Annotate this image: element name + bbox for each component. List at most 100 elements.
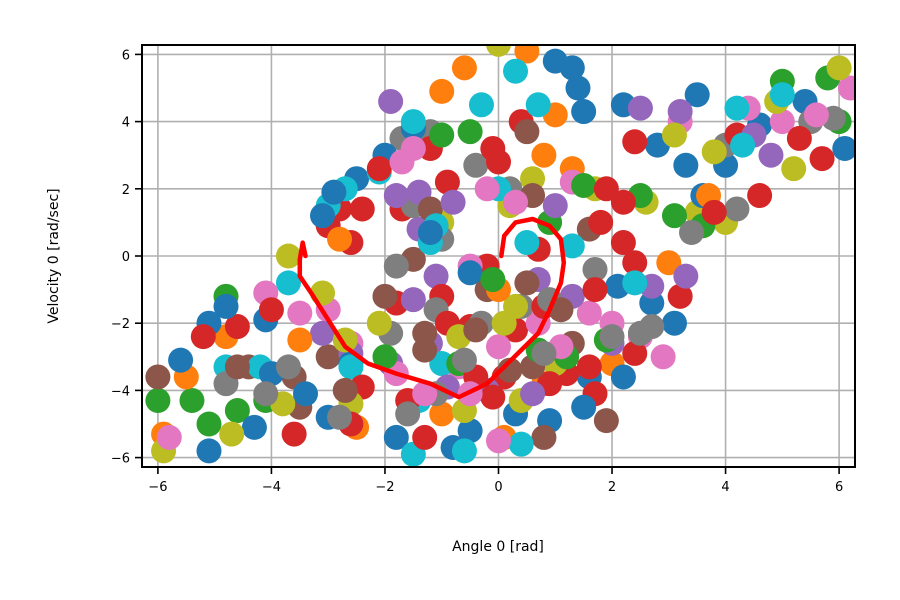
scatter-point — [474, 176, 500, 202]
scatter-point — [457, 119, 483, 145]
scatter-point — [412, 424, 438, 450]
scatter-point — [366, 156, 392, 182]
scatter-point — [429, 122, 455, 148]
scatter-point — [457, 260, 483, 286]
scatter-point — [378, 88, 404, 114]
scatter-point — [582, 277, 608, 303]
scatter-point — [514, 270, 540, 296]
scatter-point — [627, 95, 653, 121]
scatter-point — [531, 424, 557, 450]
scatter-point — [275, 270, 301, 296]
scatter-point — [321, 179, 347, 205]
scatter-point — [451, 347, 477, 373]
y-tick-label: −2 — [111, 317, 130, 332]
scatter-point — [366, 310, 392, 336]
scatter-point — [451, 438, 477, 464]
scatter-point — [310, 320, 336, 346]
x-tick-label: −2 — [375, 480, 394, 495]
scatter-point — [582, 256, 608, 282]
scatter-point — [400, 109, 426, 135]
scatter-point — [571, 394, 597, 420]
scatter-point — [156, 424, 182, 450]
scatter-point — [684, 82, 710, 108]
scatter-point — [531, 340, 557, 366]
scatter-point — [837, 75, 855, 101]
scatter-point — [622, 129, 648, 155]
scatter-point — [576, 300, 602, 326]
y-axis-label: Velocity 0 [rad/sec] — [46, 188, 62, 323]
scatter-point — [661, 203, 687, 229]
x-tick-label: −4 — [262, 480, 281, 495]
scatter-point — [588, 209, 614, 235]
scatter-point — [503, 189, 529, 215]
scatter-point — [786, 125, 812, 151]
scatter-point — [219, 421, 245, 447]
scatter-point — [400, 135, 426, 161]
x-tick-label: −6 — [148, 480, 167, 495]
scatter-point — [622, 270, 648, 296]
scatter-point — [656, 250, 682, 276]
scatter-point — [661, 310, 687, 336]
y-axis-ticks: −6 −4 −2 0 2 4 6 — [111, 48, 142, 467]
scatter-point — [383, 183, 409, 209]
trajectory-line — [297, 216, 567, 400]
scatter-point — [650, 344, 676, 370]
scatter-point — [434, 169, 460, 195]
scatter-point — [486, 428, 511, 454]
scatter-marks — [145, 45, 855, 467]
scatter-point — [593, 408, 619, 434]
scatter-point — [383, 253, 409, 279]
scatter-point — [190, 324, 216, 350]
scatter-point — [667, 283, 693, 309]
scatter-point — [520, 381, 546, 407]
scatter-point — [503, 58, 529, 84]
scatter-point — [667, 99, 693, 125]
scatter-point — [292, 381, 318, 407]
y-tick-label: 4 — [122, 116, 130, 131]
scatter-point — [349, 196, 375, 222]
scatter-point — [372, 283, 398, 309]
scatter-point — [224, 314, 250, 340]
scatter-point — [429, 78, 455, 104]
scatter-point — [559, 233, 585, 259]
scatter-point — [531, 142, 557, 168]
scatter-point — [610, 364, 636, 390]
scatter-point — [571, 172, 597, 198]
scatter-point — [423, 263, 449, 289]
scatter-point — [548, 297, 574, 323]
y-tick-label: 0 — [122, 250, 130, 265]
scatter-point — [440, 189, 466, 215]
x-axis-ticks: −6 −4 −2 0 2 4 6 — [148, 467, 843, 495]
scatter-point — [525, 92, 551, 118]
scatter-point — [429, 401, 455, 427]
scatter-point — [514, 230, 540, 256]
scatter-point — [769, 82, 795, 108]
scatter-point — [673, 152, 699, 178]
scatter-point — [724, 196, 750, 222]
scatter-point — [508, 431, 534, 457]
x-tick-label: 4 — [721, 480, 729, 495]
scatter-point — [412, 381, 438, 407]
scatter-point — [287, 327, 313, 353]
x-tick-label: 0 — [494, 480, 502, 495]
scatter-point — [622, 340, 648, 366]
scatter-point — [542, 193, 568, 219]
scatter-point — [213, 293, 239, 319]
scatter-point — [826, 55, 852, 81]
scatter-point — [781, 156, 807, 182]
scatter-point — [503, 293, 529, 319]
scatter-point — [486, 45, 511, 57]
scatter-point — [224, 398, 250, 424]
scatter-point — [287, 300, 313, 326]
scatter-point — [730, 132, 756, 158]
scatter-point — [258, 297, 284, 323]
scatter-point — [610, 189, 636, 215]
scatter-point — [486, 149, 511, 175]
scatter-point — [639, 314, 665, 340]
scatter-point — [832, 135, 855, 161]
scatter-point — [196, 411, 222, 437]
scatter-point — [145, 387, 171, 413]
scatter-point — [565, 75, 591, 101]
scatter-point — [395, 401, 421, 427]
